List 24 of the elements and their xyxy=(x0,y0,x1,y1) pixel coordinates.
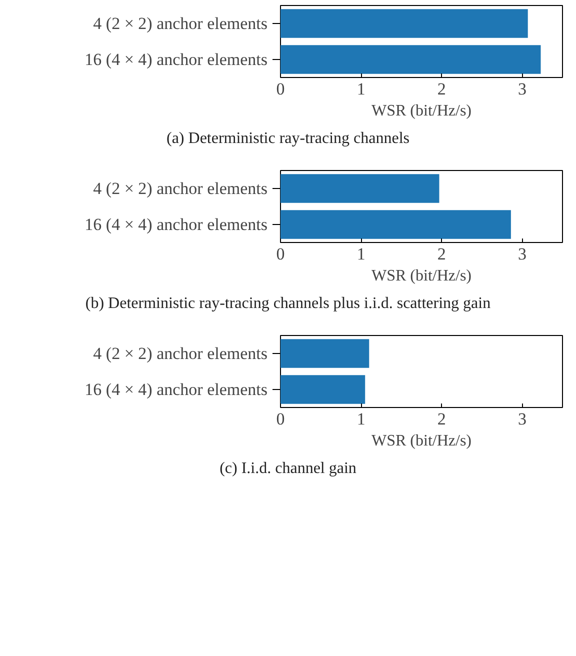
x-tick-label: 3 xyxy=(518,409,526,428)
y-tick-label: 16 (4 × 4) anchor elements xyxy=(84,214,268,234)
x-axis-title: WSR (bit/Hz/s) xyxy=(372,267,472,284)
y-tick-label: 16 (4 × 4) anchor elements xyxy=(84,380,268,399)
text: (a) Deterministic ray-tracing channels xyxy=(166,129,410,149)
text: (b) Deterministic ray-tracing channels plus i.i.d. scattering gain xyxy=(85,294,491,314)
y-tick-label: 16 (4 × 4) anchor elements xyxy=(84,50,268,69)
x-tick-label: 0 xyxy=(276,80,285,98)
x-tick-label: 2 xyxy=(437,244,446,264)
x-tick-label: 1 xyxy=(356,409,366,428)
x-tick-label: 0 xyxy=(276,244,285,264)
x-tick-label: 0 xyxy=(276,409,285,428)
x-tick-label: 1 xyxy=(356,80,366,98)
y-tick-label: 4 (2 × 2) anchor elements xyxy=(93,178,268,198)
y-tick-label: 4 (2 × 2) anchor elements xyxy=(93,14,268,33)
x-tick-label: 2 xyxy=(437,409,446,428)
x-tick-label: 3 xyxy=(518,80,526,98)
y-tick-label: 4 (2 × 2) anchor elements xyxy=(93,344,268,363)
x-tick-label: 2 xyxy=(437,80,446,98)
x-tick-label: 1 xyxy=(356,244,366,264)
x-axis-title: WSR (bit/Hz/s) xyxy=(372,102,472,120)
x-tick-label: 3 xyxy=(518,244,526,264)
x-axis-title: WSR (bit/Hz/s) xyxy=(372,432,472,450)
text: (c) I.i.d. channel gain xyxy=(220,458,356,479)
